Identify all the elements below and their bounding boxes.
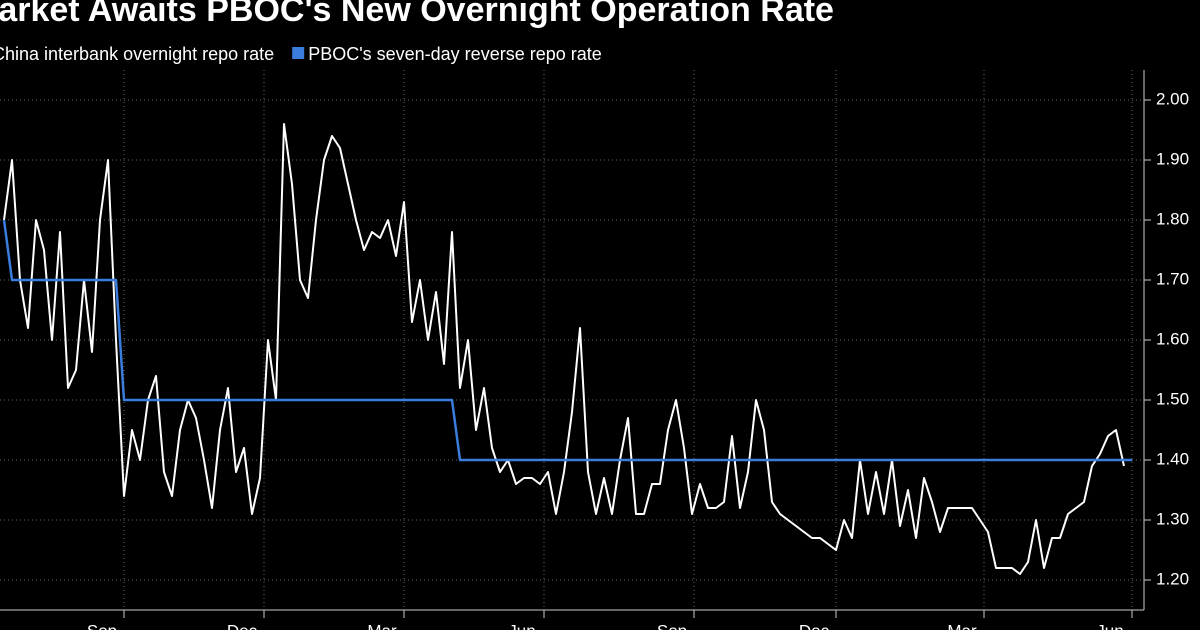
legend-swatch <box>292 47 305 59</box>
legend-label: PBOC's seven-day reverse repo rate <box>308 44 602 64</box>
y-tick-label: 1.20 <box>1156 569 1189 588</box>
y-tick-label: 1.50 <box>1156 389 1189 408</box>
series-line <box>3 123 1125 575</box>
y-tick-label: 1.70 <box>1156 269 1189 288</box>
x-tick-label: Sep <box>657 621 687 630</box>
legend-label: China interbank overnight repo rate <box>0 44 274 64</box>
y-tick-label: 1.60 <box>1156 329 1189 348</box>
series-line <box>2 219 1132 462</box>
y-tick-label: 2.00 <box>1156 89 1189 108</box>
y-tick-label: 1.40 <box>1156 449 1189 468</box>
x-tick-label: Sep <box>87 621 117 630</box>
x-tick-label: Mar <box>947 621 977 630</box>
y-tick-label: 1.30 <box>1156 509 1189 528</box>
x-tick-label: Jun <box>1096 621 1123 630</box>
y-tick-label: 1.90 <box>1156 149 1189 168</box>
chart-title: Market Awaits PBOC's New Overnight Opera… <box>0 0 834 29</box>
x-tick-label: Jun <box>508 621 535 630</box>
x-tick-label: Mar <box>367 621 397 630</box>
x-tick-label: Dec <box>227 621 258 630</box>
x-tick-label: Dec <box>799 621 830 630</box>
y-tick-label: 1.80 <box>1156 209 1189 228</box>
